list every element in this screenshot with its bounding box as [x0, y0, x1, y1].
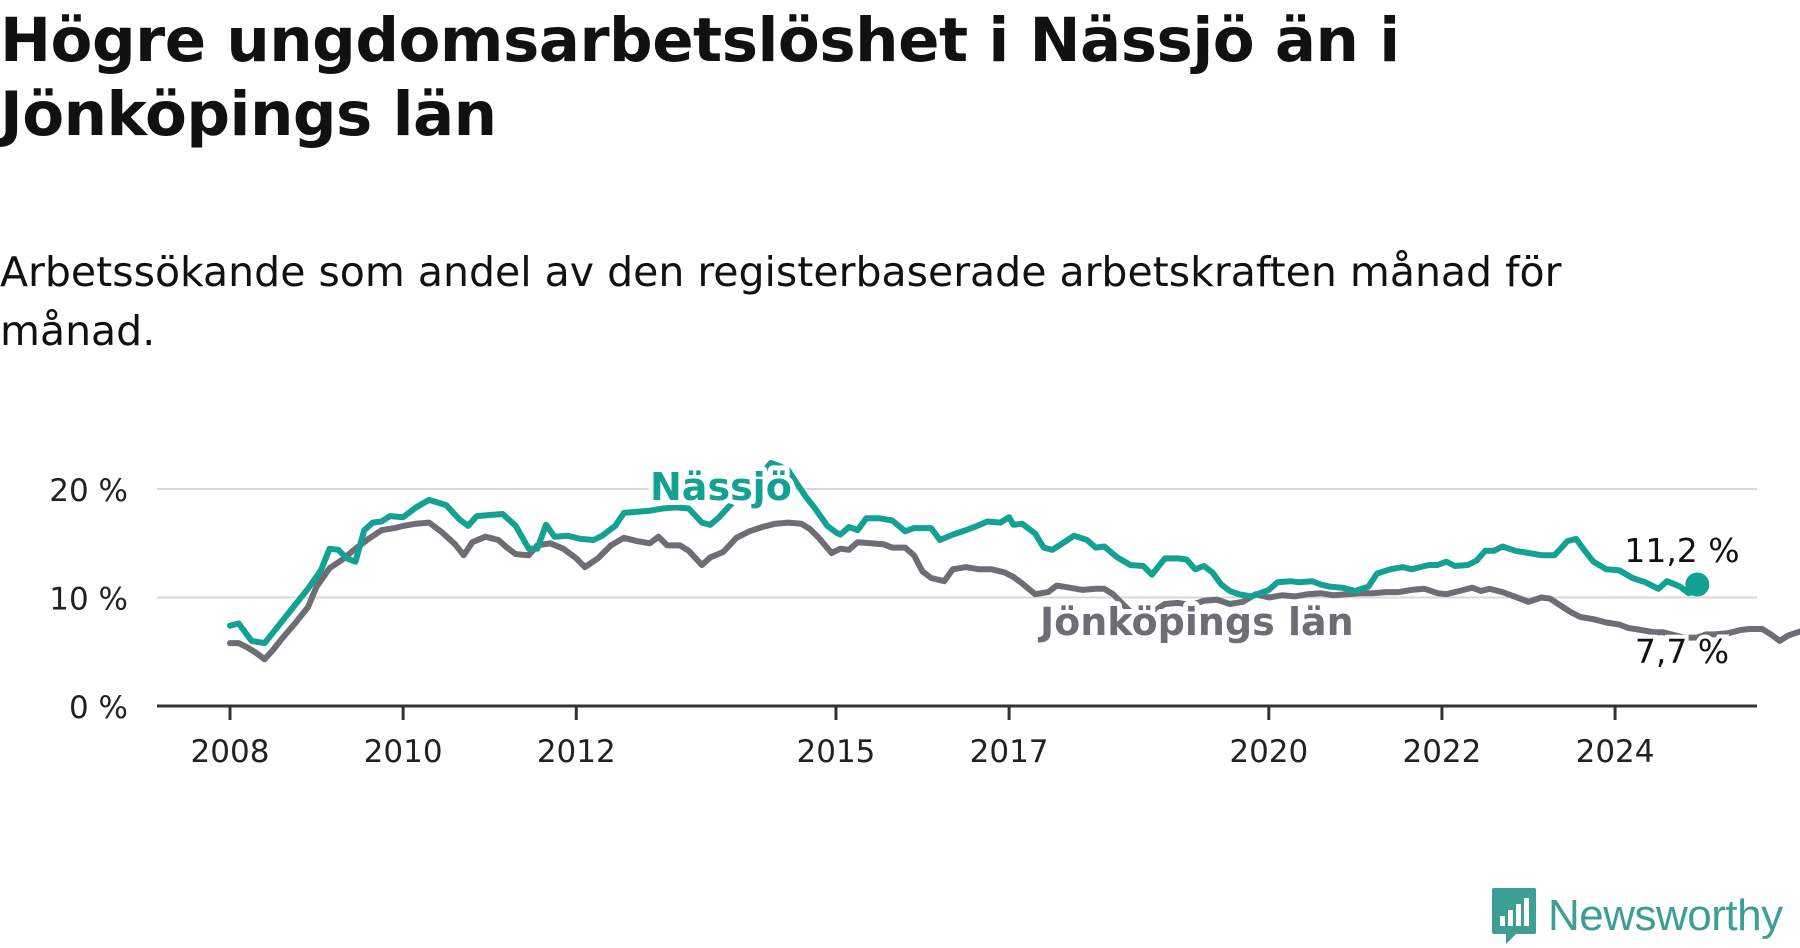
end-label-jonkopings-lan: 7,7 %: [1635, 632, 1729, 671]
logo-text: Newsworthy: [1548, 891, 1783, 940]
x-tick-label: 2024: [1576, 734, 1655, 770]
end-point-nassjo: [1685, 572, 1710, 597]
axes: 0 % 10 % 20 % 2008 2010 2012 2015 2017 2020 2022 2…: [49, 473, 1757, 770]
x-tick-label: 2015: [797, 734, 876, 770]
newsworthy-logo: Newsworthy: [1490, 886, 1783, 946]
series-line-nassjo: [227, 460, 1701, 647]
y-tick-label: 20 %: [49, 473, 128, 509]
series: [227, 460, 1800, 663]
end-label-nassjo: 11,2 %: [1624, 531, 1739, 570]
newsworthy-icon: [1492, 888, 1536, 944]
x-tick-label: 2017: [970, 734, 1049, 770]
x-tick-label: 2010: [364, 734, 443, 770]
series-label-nassjo: Nässjö: [650, 465, 792, 509]
x-tick-label: 2012: [537, 734, 616, 770]
gridlines: [157, 488, 1757, 599]
chart-title: Högre ungdomsarbetslöshet i Nässjö än i …: [0, 5, 1400, 150]
y-tick-label: 10 %: [49, 582, 128, 618]
series-labels: Nässjö Jönköpings län 11,2 % 7,7 %: [645, 460, 1744, 675]
x-tick-label: 2008: [191, 734, 270, 770]
chart-subtitle: Arbetssökande som andel av den registerb…: [0, 248, 1562, 355]
x-tick-label: 2020: [1229, 734, 1308, 770]
series-line-jonkopings-lan: [227, 519, 1800, 663]
x-tick-label: 2022: [1402, 734, 1481, 770]
y-tick-label: 0 %: [69, 690, 128, 726]
series-label-jonkopings-lan: Jönköpings län: [1037, 600, 1354, 644]
